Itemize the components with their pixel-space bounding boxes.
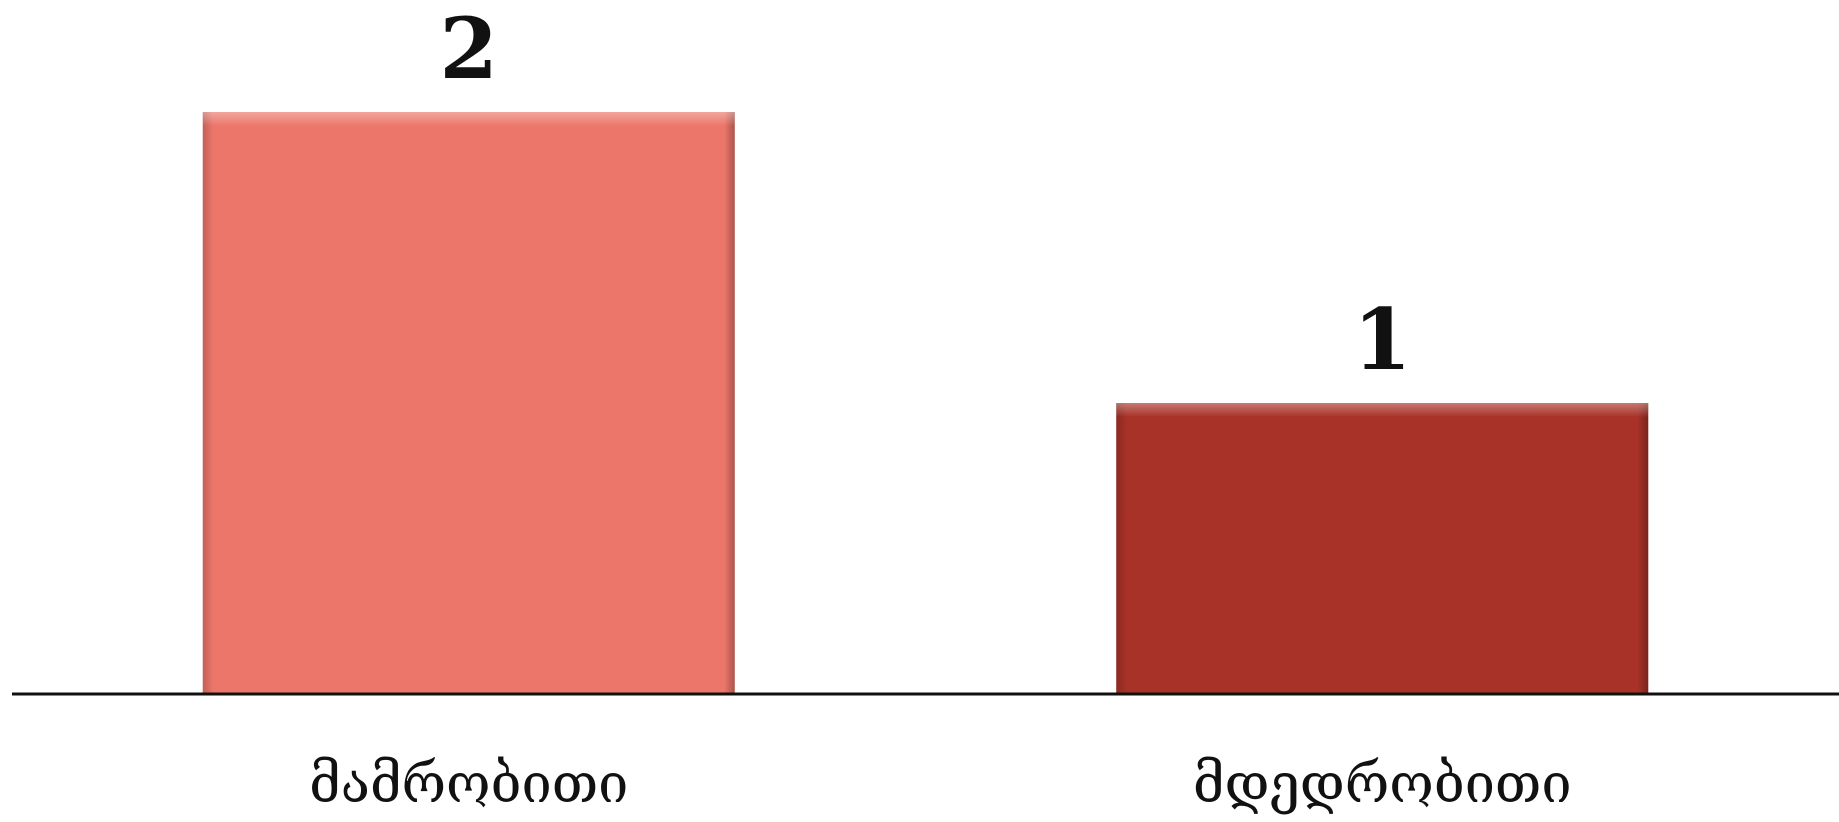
bars-group [202, 112, 1649, 694]
value-label: 1 [1353, 290, 1411, 389]
bar-top-highlight [1116, 403, 1649, 417]
value-labels-group: 21 [440, 0, 1412, 389]
bar-2 [1116, 403, 1649, 694]
bar-edge-shade [1116, 403, 1649, 694]
bar-1 [202, 112, 735, 694]
category-label: მამრობითი [309, 752, 628, 815]
bar-edge-shade [202, 112, 735, 694]
category-labels-group: მამრობითი მდედრობითი [309, 752, 1572, 815]
bar-top-highlight [202, 112, 735, 126]
value-label: 2 [440, 0, 498, 98]
category-label: მდედრობითი [1193, 752, 1572, 815]
